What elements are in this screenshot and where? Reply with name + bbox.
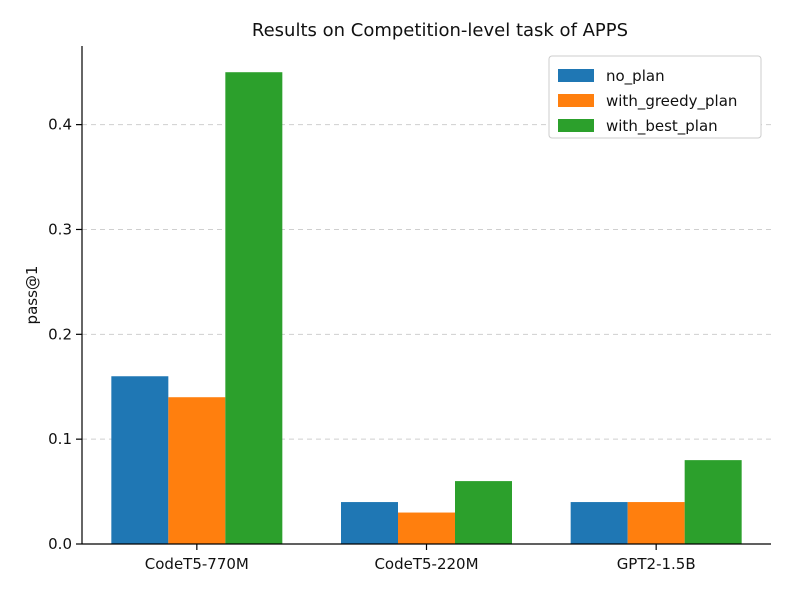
legend: no_plan with_greedy_plan with_best_plan (548, 55, 762, 139)
legend-label-no_plan: no_plan (606, 67, 665, 86)
bar-with_greedy_plan-CodeT5-220M (398, 512, 455, 544)
y-tick-label: 0.3 (48, 220, 72, 238)
bar-with_best_plan-CodeT5-770M (225, 72, 283, 545)
bar-with_greedy_plan-GPT2-1.5B (627, 502, 685, 544)
y-tick-label: 0.0 (48, 535, 72, 553)
bar-no_plan-GPT2-1.5B (570, 502, 628, 544)
legend-label-with_best_plan: with_best_plan (606, 117, 718, 136)
y-tick-label: 0.1 (48, 430, 72, 448)
legend-swatch-with_best_plan (558, 119, 594, 132)
bar-no_plan-CodeT5-770M (111, 376, 169, 544)
bar-no_plan-CodeT5-220M (341, 502, 398, 544)
x-tick-label: CodeT5-220M (374, 555, 478, 573)
chart-title: Results on Competition-level task of APP… (252, 20, 628, 41)
legend-frame (548, 55, 762, 139)
y-ticks: 0.0 0.1 0.2 0.3 0.4 (48, 116, 82, 553)
legend-swatch-no_plan (558, 69, 594, 82)
y-tick-label: 0.2 (48, 325, 72, 343)
legend-label-with_greedy_plan: with_greedy_plan (606, 92, 737, 111)
y-tick-label: 0.4 (48, 116, 72, 134)
y-axis-label: pass@1 (23, 266, 41, 325)
bar-with_best_plan-CodeT5-220M (455, 481, 512, 544)
bars (111, 72, 742, 545)
x-tick-label: CodeT5-770M (145, 555, 249, 573)
x-ticks: CodeT5-770M CodeT5-220M GPT2-1.5B (145, 544, 696, 573)
bar-with_best_plan-GPT2-1.5B (684, 460, 742, 544)
grid-lines (82, 124, 771, 440)
x-tick-label: GPT2-1.5B (617, 555, 696, 573)
bar-with_greedy_plan-CodeT5-770M (168, 397, 226, 544)
legend-swatch-with_greedy_plan (558, 94, 594, 107)
